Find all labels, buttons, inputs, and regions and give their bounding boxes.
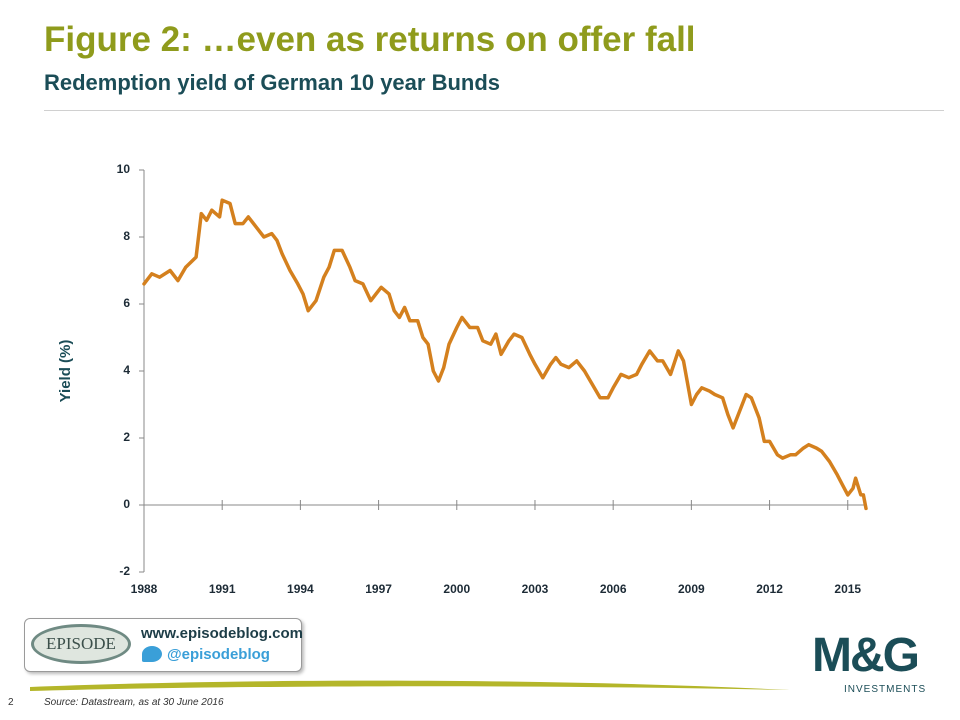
x-tick-label: 2006 [600, 582, 627, 596]
y-tick-label: 0 [123, 497, 130, 511]
source-note: Source: Datastream, as at 30 June 2016 [44, 697, 224, 708]
y-tick-label: -2 [119, 564, 130, 578]
blog-badge: EPISODE www.episodeblog.com @episodeblog [24, 618, 303, 672]
y-tick-label: 6 [123, 296, 130, 310]
x-tick-label: 2012 [756, 582, 783, 596]
x-tick-label: 1988 [131, 582, 158, 596]
x-tick-label: 2009 [678, 582, 705, 596]
divider [44, 110, 944, 111]
y-tick-label: 2 [123, 430, 130, 444]
twitter-icon [142, 646, 162, 662]
brand-tagline: INVESTMENTS [844, 684, 927, 695]
episode-logo: EPISODE [31, 624, 131, 664]
x-tick-label: 2015 [834, 582, 861, 596]
yield-line [142, 198, 868, 511]
y-tick-label: 10 [117, 162, 131, 176]
twitter-handle: @episodeblog [167, 646, 270, 663]
page-number: 2 [8, 697, 14, 708]
y-tick-label: 8 [123, 229, 130, 243]
website: www.episodeblog.com [141, 625, 303, 642]
x-tick-label: 2003 [522, 582, 549, 596]
x-tick-label: 1994 [287, 582, 314, 596]
subtitle: Redemption yield of German 10 year Bunds [44, 70, 501, 95]
brand-logo: M&G [812, 629, 920, 682]
swoosh [30, 680, 790, 691]
y-tick-label: 4 [123, 363, 130, 377]
x-tick-label: 2000 [443, 582, 470, 596]
x-tick-label: 1991 [209, 582, 236, 596]
title: Figure 2: …even as returns on offer fall [44, 20, 696, 59]
y-axis-label: Yield (%) [57, 340, 74, 403]
x-tick-label: 1997 [365, 582, 392, 596]
